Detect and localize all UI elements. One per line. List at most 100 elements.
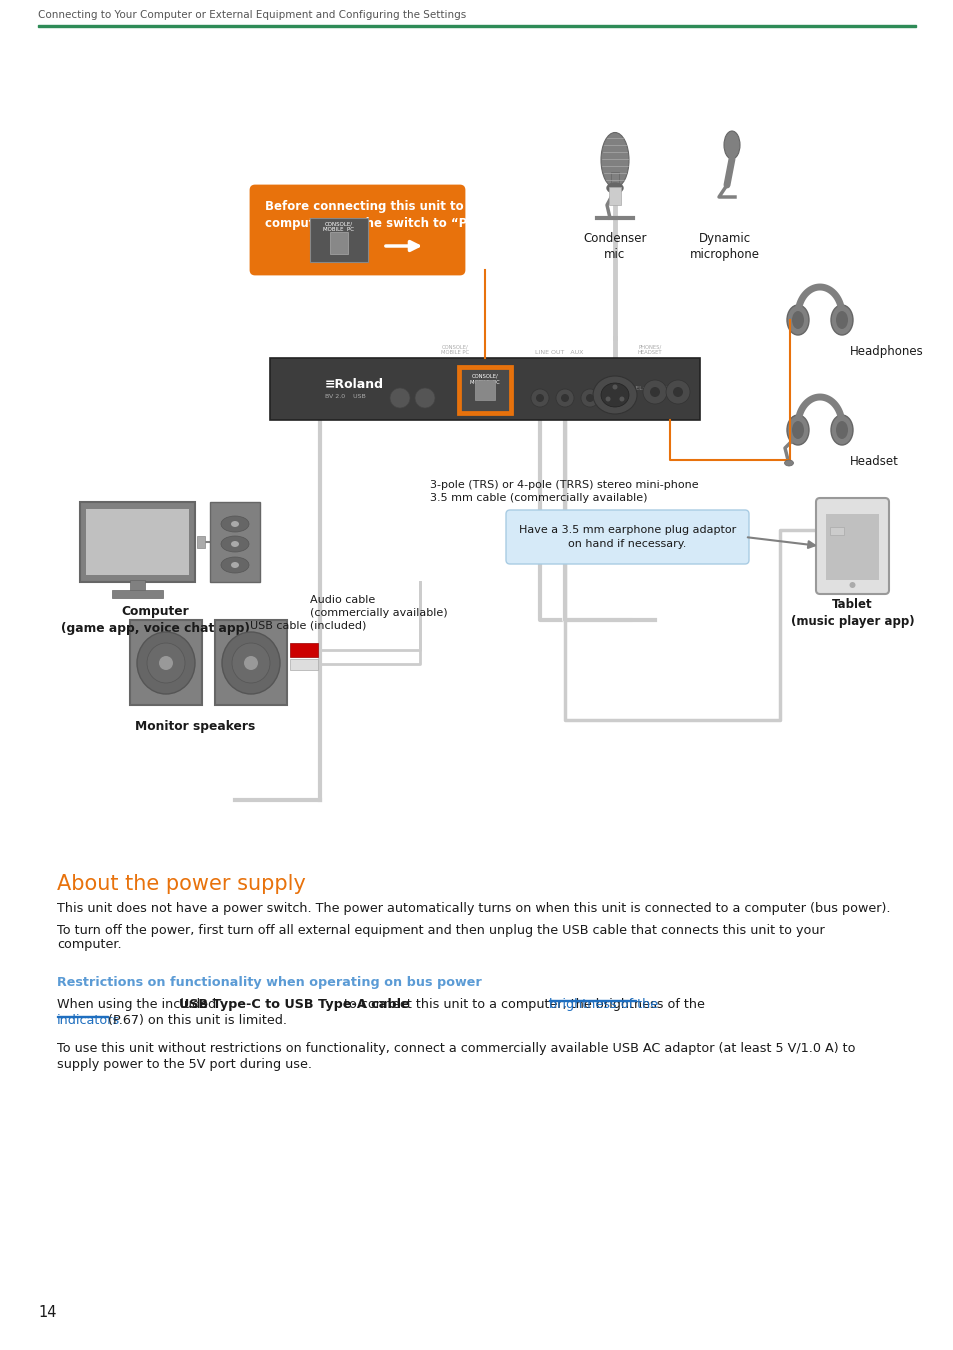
Text: to connect this unit to a computer, the brightness of the: to connect this unit to a computer, the … bbox=[339, 998, 704, 1011]
Ellipse shape bbox=[606, 184, 622, 193]
Circle shape bbox=[605, 397, 610, 401]
Ellipse shape bbox=[791, 310, 803, 329]
Bar bbox=[210, 502, 260, 582]
Bar bbox=[130, 580, 145, 593]
Bar bbox=[608, 188, 620, 205]
Bar bbox=[829, 526, 843, 535]
Text: When using the included: When using the included bbox=[57, 998, 220, 1011]
Text: Tablet
(music player app): Tablet (music player app) bbox=[790, 598, 913, 628]
Text: (P.67) on this unit is limited.: (P.67) on this unit is limited. bbox=[108, 1014, 287, 1027]
Ellipse shape bbox=[221, 558, 249, 572]
Text: Condenser
mic: Condenser mic bbox=[582, 232, 646, 261]
Ellipse shape bbox=[593, 377, 637, 414]
Ellipse shape bbox=[791, 421, 803, 439]
Text: 3-pole (TRS) or 4-pole (TRRS) stereo mini-phone
3.5 mm cable (commercially avail: 3-pole (TRS) or 4-pole (TRRS) stereo min… bbox=[430, 481, 698, 504]
Bar bbox=[86, 509, 189, 575]
Ellipse shape bbox=[835, 421, 847, 439]
Ellipse shape bbox=[231, 521, 239, 526]
Bar bbox=[80, 502, 194, 582]
Text: PHONES/
HEADSET: PHONES/ HEADSET bbox=[637, 344, 661, 355]
Ellipse shape bbox=[231, 541, 239, 547]
Ellipse shape bbox=[786, 305, 808, 335]
Text: Headset: Headset bbox=[849, 455, 898, 468]
Circle shape bbox=[649, 387, 659, 397]
Text: Dynamic
microphone: Dynamic microphone bbox=[689, 232, 760, 261]
Text: CONSOLE/
MOBILE  PC: CONSOLE/ MOBILE PC bbox=[323, 221, 355, 232]
Text: Restrictions on functionality when operating on bus power: Restrictions on functionality when opera… bbox=[57, 976, 481, 990]
Text: brightness of the: brightness of the bbox=[549, 998, 658, 1011]
Circle shape bbox=[536, 394, 543, 402]
Bar bbox=[290, 659, 317, 670]
Text: indicators: indicators bbox=[57, 1014, 120, 1027]
Text: 14: 14 bbox=[38, 1305, 56, 1320]
Text: Headphones: Headphones bbox=[849, 346, 923, 358]
Text: BV 2.0    USB: BV 2.0 USB bbox=[325, 394, 365, 400]
Circle shape bbox=[556, 389, 574, 406]
Bar bbox=[290, 643, 317, 657]
Ellipse shape bbox=[830, 305, 852, 335]
Ellipse shape bbox=[835, 310, 847, 329]
Text: To use this unit without restrictions on functionality, connect a commercially a: To use this unit without restrictions on… bbox=[57, 1042, 855, 1054]
Circle shape bbox=[618, 397, 624, 401]
Circle shape bbox=[665, 379, 689, 404]
Ellipse shape bbox=[600, 132, 628, 188]
Circle shape bbox=[390, 387, 410, 408]
Text: USB cable (included): USB cable (included) bbox=[250, 620, 366, 630]
Circle shape bbox=[672, 387, 682, 397]
Ellipse shape bbox=[783, 460, 793, 466]
Circle shape bbox=[531, 389, 548, 406]
Circle shape bbox=[848, 582, 855, 589]
Circle shape bbox=[642, 379, 666, 404]
Text: Audio cable
(commercially available): Audio cable (commercially available) bbox=[310, 595, 447, 618]
Text: ≡Roland: ≡Roland bbox=[325, 378, 384, 392]
Text: CONSOLE/
MOBILE  PC: CONSOLE/ MOBILE PC bbox=[470, 374, 499, 385]
Text: Before connecting this unit to the
computer, set the switch to “PC”.: Before connecting this unit to the compu… bbox=[265, 200, 489, 230]
Text: Computer
(game app, voice chat app): Computer (game app, voice chat app) bbox=[60, 605, 249, 634]
Text: CONSOLE/
MOBILE PC: CONSOLE/ MOBILE PC bbox=[440, 344, 469, 355]
Bar bbox=[475, 379, 495, 400]
Text: Monitor speakers: Monitor speakers bbox=[134, 720, 254, 733]
Ellipse shape bbox=[221, 516, 249, 532]
Bar bbox=[610, 171, 618, 188]
Bar bbox=[330, 232, 348, 254]
Circle shape bbox=[415, 387, 435, 408]
Circle shape bbox=[585, 394, 594, 402]
Text: To turn off the power, first turn off all external equipment and then unplug the: To turn off the power, first turn off al… bbox=[57, 923, 824, 937]
Bar bbox=[310, 217, 368, 262]
Ellipse shape bbox=[137, 632, 194, 694]
Ellipse shape bbox=[221, 536, 249, 552]
Bar bbox=[459, 369, 510, 412]
Text: LINE OUT   AUX: LINE OUT AUX bbox=[535, 350, 583, 355]
FancyBboxPatch shape bbox=[505, 510, 748, 564]
Ellipse shape bbox=[723, 131, 740, 159]
Ellipse shape bbox=[786, 414, 808, 446]
Bar bbox=[825, 514, 878, 580]
Text: Have a 3.5 mm earphone plug adaptor
on hand if necessary.: Have a 3.5 mm earphone plug adaptor on h… bbox=[518, 525, 736, 548]
Text: supply power to the 5V port during use.: supply power to the 5V port during use. bbox=[57, 1058, 312, 1071]
Text: USB Type-C to USB Type-A cable: USB Type-C to USB Type-A cable bbox=[179, 998, 410, 1011]
Ellipse shape bbox=[600, 383, 628, 406]
Bar bbox=[270, 358, 700, 420]
Ellipse shape bbox=[244, 656, 257, 670]
Text: About the power supply: About the power supply bbox=[57, 873, 306, 894]
FancyBboxPatch shape bbox=[815, 498, 888, 594]
Bar bbox=[214, 620, 287, 705]
Text: This unit does not have a power switch. The power automatically turns on when th: This unit does not have a power switch. … bbox=[57, 902, 889, 915]
FancyBboxPatch shape bbox=[251, 186, 463, 274]
Circle shape bbox=[612, 385, 617, 390]
Text: computer.: computer. bbox=[57, 938, 121, 950]
Bar bbox=[112, 590, 163, 598]
Circle shape bbox=[580, 389, 598, 406]
Ellipse shape bbox=[830, 414, 852, 446]
Bar bbox=[457, 366, 512, 414]
Bar bbox=[38, 24, 915, 27]
Ellipse shape bbox=[159, 656, 172, 670]
Ellipse shape bbox=[222, 632, 280, 694]
Ellipse shape bbox=[231, 562, 239, 568]
Ellipse shape bbox=[147, 643, 185, 683]
Ellipse shape bbox=[232, 643, 270, 683]
Bar bbox=[130, 620, 202, 705]
Bar bbox=[196, 536, 205, 548]
Circle shape bbox=[560, 394, 568, 402]
Text: Connecting to Your Computer or External Equipment and Configuring the Settings: Connecting to Your Computer or External … bbox=[38, 9, 466, 20]
